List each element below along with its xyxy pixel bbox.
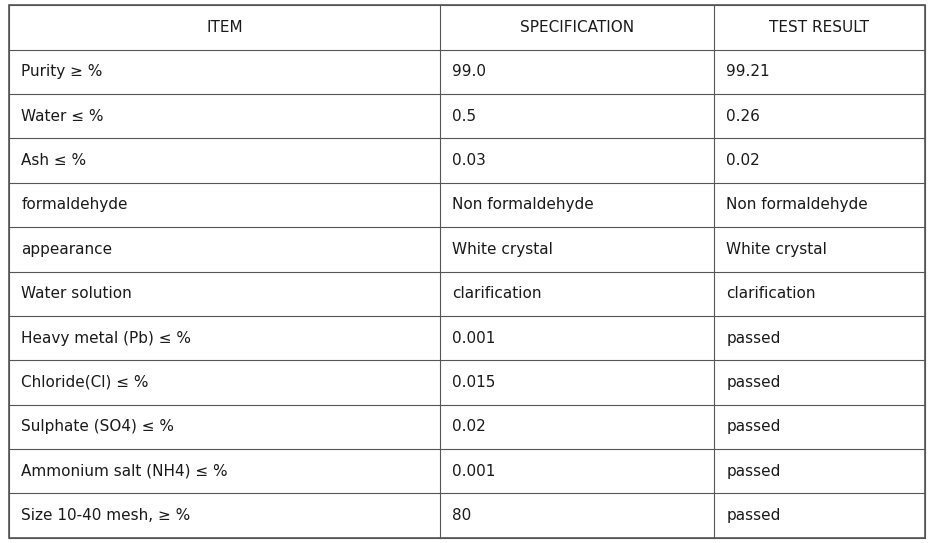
Text: White crystal: White crystal (727, 242, 828, 257)
Text: 0.001: 0.001 (452, 464, 495, 478)
Text: ITEM: ITEM (206, 20, 243, 35)
Text: 0.26: 0.26 (727, 109, 760, 124)
Text: 0.5: 0.5 (452, 109, 475, 124)
Text: SPECIFICATION: SPECIFICATION (520, 20, 634, 35)
Text: Sulphate (SO4) ≤ %: Sulphate (SO4) ≤ % (21, 419, 175, 434)
Text: passed: passed (727, 464, 781, 478)
Text: 0.015: 0.015 (452, 375, 495, 390)
Text: 0.02: 0.02 (452, 419, 486, 434)
Text: Non formaldehyde: Non formaldehyde (452, 198, 593, 212)
Text: 80: 80 (452, 508, 471, 523)
Text: Water solution: Water solution (21, 286, 133, 301)
Text: Chloride(Cl) ≤ %: Chloride(Cl) ≤ % (21, 375, 149, 390)
Text: passed: passed (727, 508, 781, 523)
Text: passed: passed (727, 331, 781, 345)
Text: 0.02: 0.02 (727, 153, 760, 168)
Text: 0.001: 0.001 (452, 331, 495, 345)
Text: Non formaldehyde: Non formaldehyde (727, 198, 868, 212)
Text: appearance: appearance (21, 242, 113, 257)
Text: Purity ≥ %: Purity ≥ % (21, 65, 103, 79)
Text: Size 10-40 mesh, ≥ %: Size 10-40 mesh, ≥ % (21, 508, 191, 523)
Text: TEST RESULT: TEST RESULT (770, 20, 870, 35)
Text: passed: passed (727, 419, 781, 434)
Text: clarification: clarification (727, 286, 815, 301)
Text: formaldehyde: formaldehyde (21, 198, 128, 212)
Text: Ammonium salt (NH4) ≤ %: Ammonium salt (NH4) ≤ % (21, 464, 228, 478)
Text: clarification: clarification (452, 286, 541, 301)
Text: Water ≤ %: Water ≤ % (21, 109, 104, 124)
Text: 99.0: 99.0 (452, 65, 486, 79)
Text: passed: passed (727, 375, 781, 390)
Text: Ash ≤ %: Ash ≤ % (21, 153, 87, 168)
Text: 99.21: 99.21 (727, 65, 770, 79)
Text: Heavy metal (Pb) ≤ %: Heavy metal (Pb) ≤ % (21, 331, 191, 345)
Text: White crystal: White crystal (452, 242, 553, 257)
Text: 0.03: 0.03 (452, 153, 486, 168)
